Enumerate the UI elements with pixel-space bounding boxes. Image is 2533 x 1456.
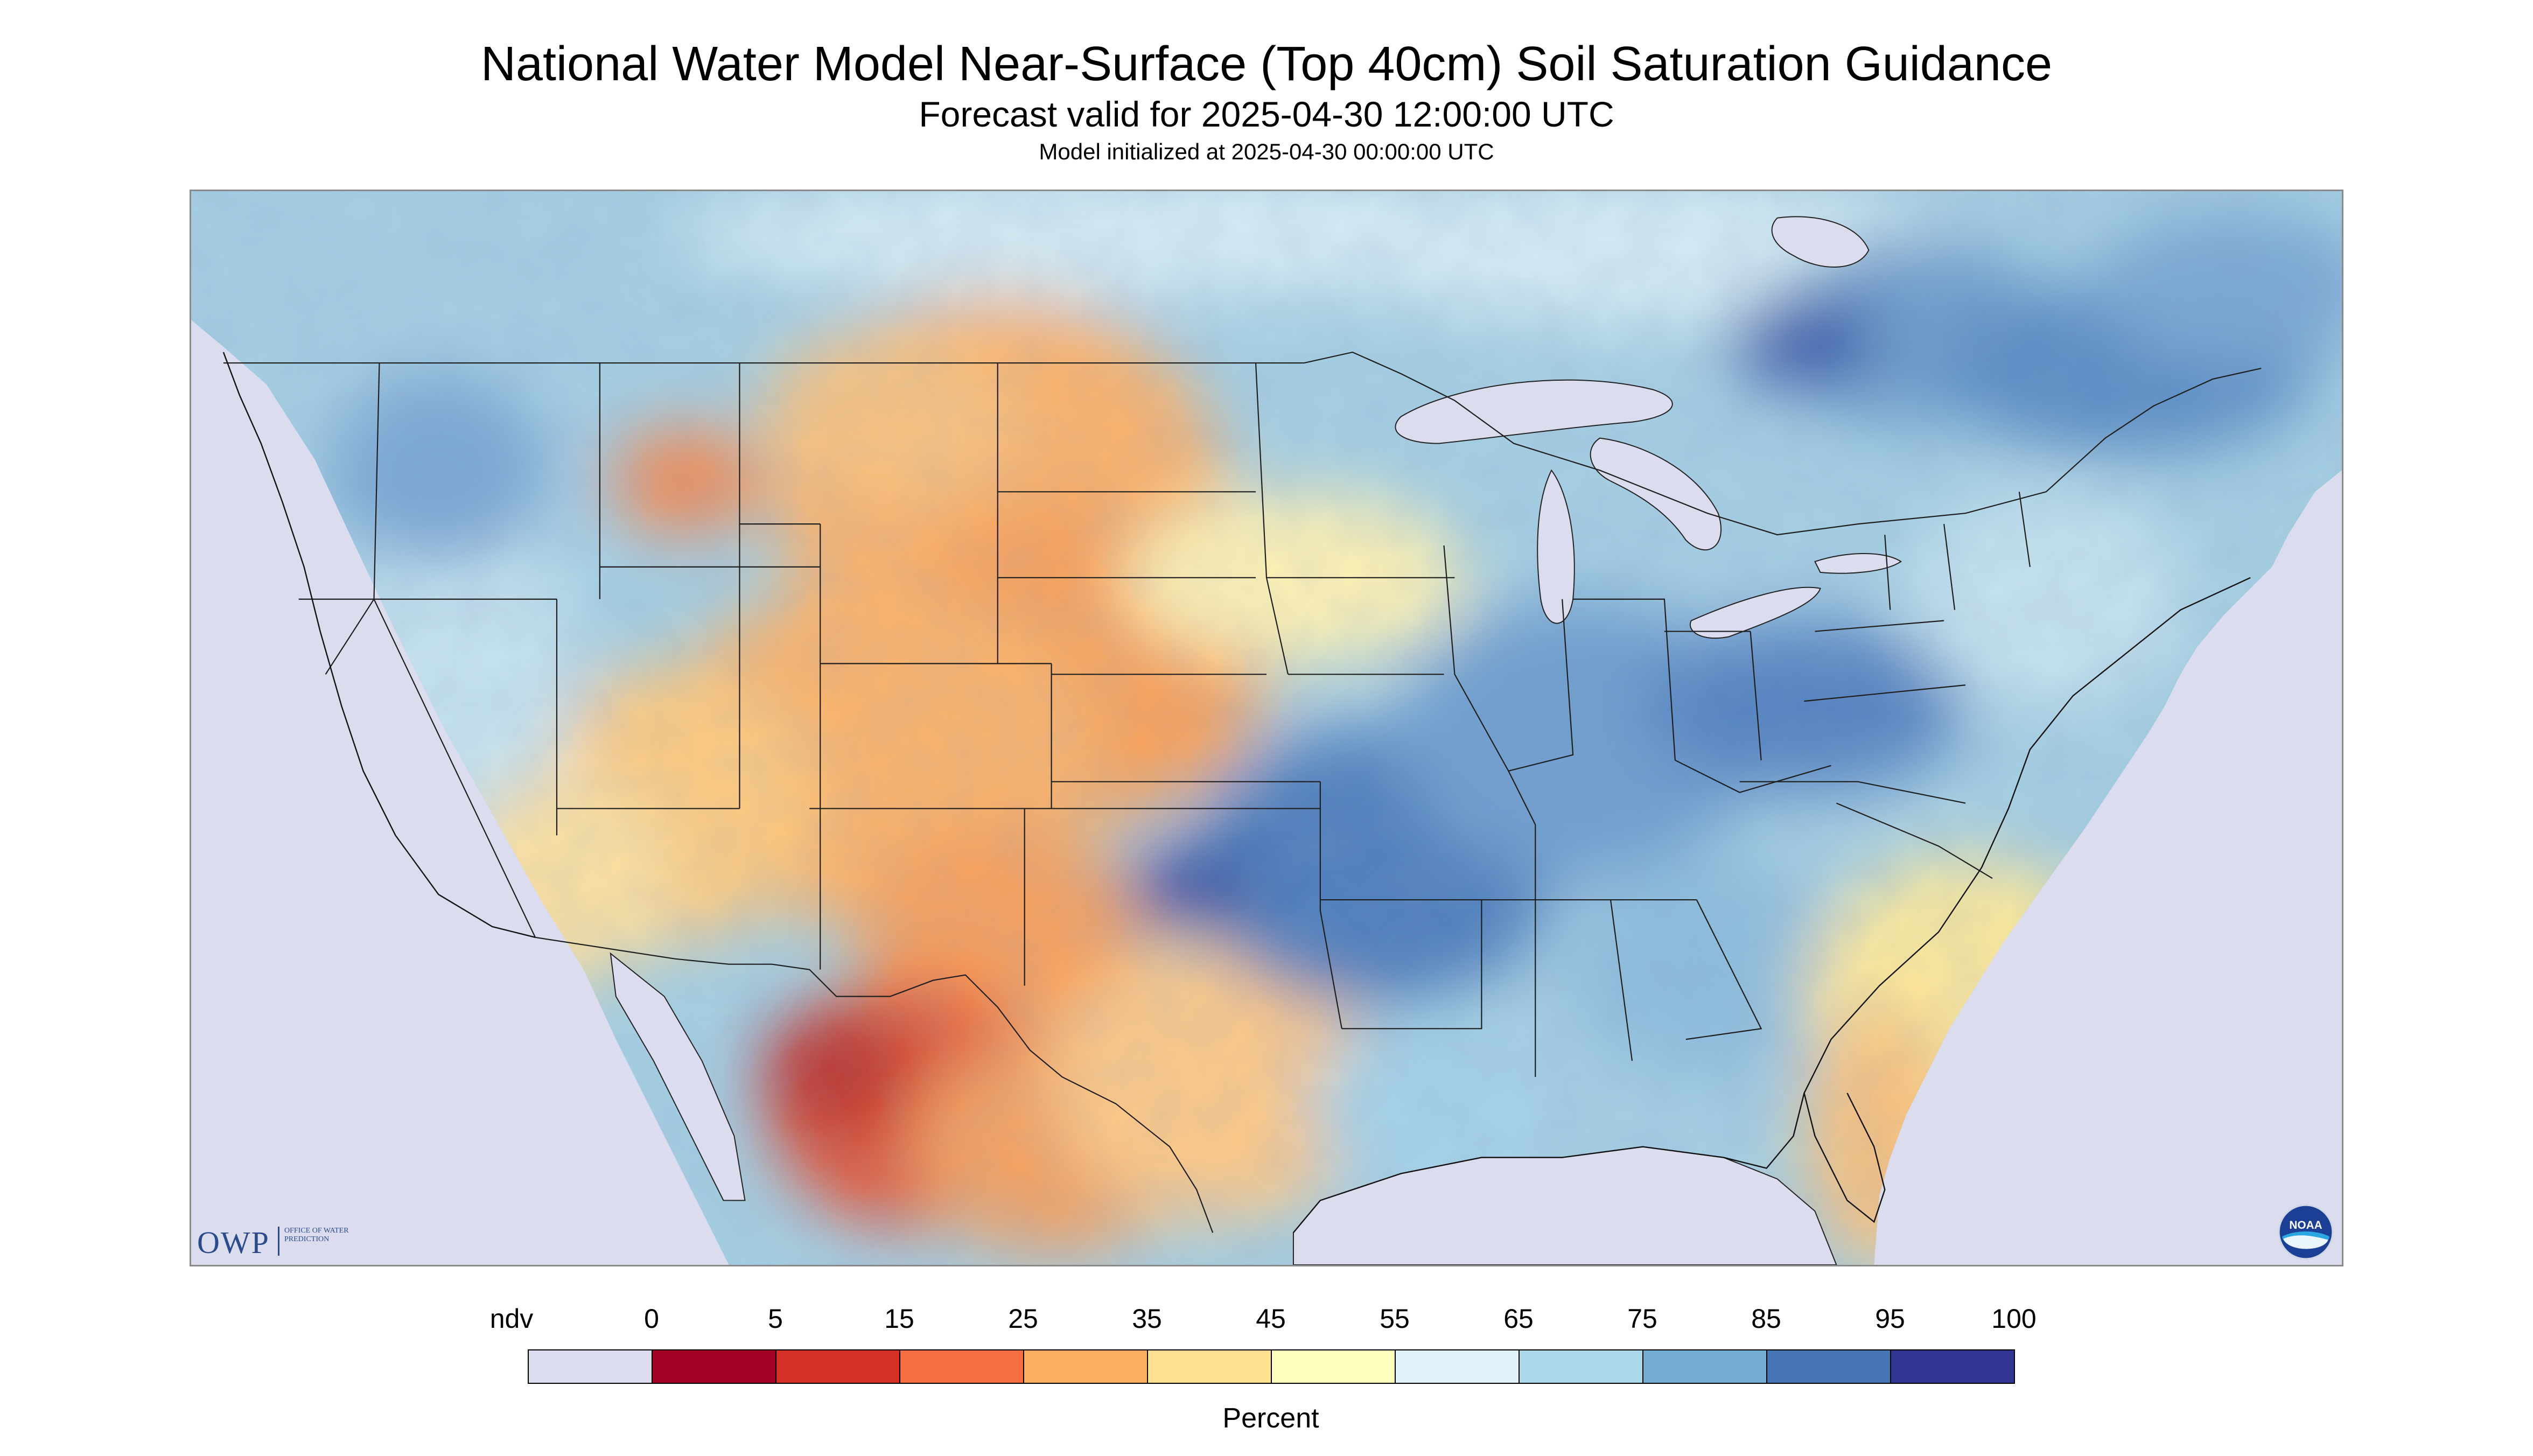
noaa-logo: NOAA <box>2278 1204 2334 1260</box>
legend-swatch-55-65 <box>1395 1349 1520 1384</box>
hudson-bay-inlet <box>1771 216 1870 268</box>
legend-tick-label: 85 <box>1751 1304 1781 1334</box>
canada-us-border <box>223 351 2262 536</box>
lake-huron <box>1590 437 1722 551</box>
legend-units-label: Percent <box>1222 1403 1319 1434</box>
map-title: National Water Model Near-Surface (Top 4… <box>480 37 2052 91</box>
gulf-of-california <box>610 952 746 1201</box>
lake-ontario <box>1814 553 1902 574</box>
legend-tick-label: 45 <box>1256 1304 1286 1334</box>
water-bodies <box>610 216 1902 1265</box>
legend-swatch-ndv <box>528 1349 653 1384</box>
legend-tick-label: 35 <box>1132 1304 1162 1334</box>
color-legend: ndv 0 5 15 25 35 45 55 65 75 85 95 100 Percent <box>490 1292 2037 1443</box>
legend-swatch-25-35 <box>1023 1349 1148 1384</box>
coastlines <box>222 352 2251 1233</box>
legend-tick-label: 95 <box>1875 1304 1905 1334</box>
forecast-valid-time: Forecast valid for 2025-04-30 12:00:00 U… <box>919 94 1614 134</box>
legend-tick-label: 100 <box>1991 1304 2037 1334</box>
legend-swatch-95-100 <box>1890 1349 2015 1384</box>
mexico-us-border <box>535 936 1214 1233</box>
legend-tick-label: 5 <box>768 1304 783 1334</box>
owp-logo-text: OWP <box>197 1225 270 1260</box>
legend-tick-label: 15 <box>884 1304 914 1334</box>
legend-swatch-85-95 <box>1766 1349 1891 1384</box>
map-canvas <box>191 191 2342 1265</box>
legend-tick-label: 55 <box>1380 1304 1410 1334</box>
legend-tick-label: 65 <box>1503 1304 1534 1334</box>
owp-logo-subtext: Office of Water Prediction <box>284 1227 349 1243</box>
lake-superior <box>1395 379 1673 444</box>
lake-erie <box>1690 586 1821 639</box>
political-boundaries <box>223 351 2262 1233</box>
owp-logo: OWP Office of Water Prediction <box>197 1221 380 1260</box>
lake-michigan <box>1537 469 1575 624</box>
legend-swatch-0-5 <box>652 1349 776 1384</box>
noaa-logo-text: NOAA <box>2289 1219 2322 1231</box>
saturation-field <box>191 191 2342 1265</box>
model-init-time: Model initialized at 2025-04-30 00:00:00… <box>1039 139 1494 164</box>
legend-tick-label: ndv <box>489 1304 534 1334</box>
legend-swatch-15-25 <box>899 1349 1024 1384</box>
legend-tick-label: 75 <box>1627 1304 1657 1334</box>
owp-logo-divider <box>278 1227 279 1256</box>
legend-swatch-65-75 <box>1519 1349 1643 1384</box>
legend-swatch-45-55 <box>1271 1349 1396 1384</box>
soil-saturation-map[interactable] <box>190 190 2343 1266</box>
legend-tick-label: 25 <box>1008 1304 1038 1334</box>
legend-swatch-5-15 <box>775 1349 900 1384</box>
legend-swatch-75-85 <box>1642 1349 1767 1384</box>
legend-swatch-35-45 <box>1147 1349 1272 1384</box>
legend-tick-label: 0 <box>644 1304 659 1334</box>
